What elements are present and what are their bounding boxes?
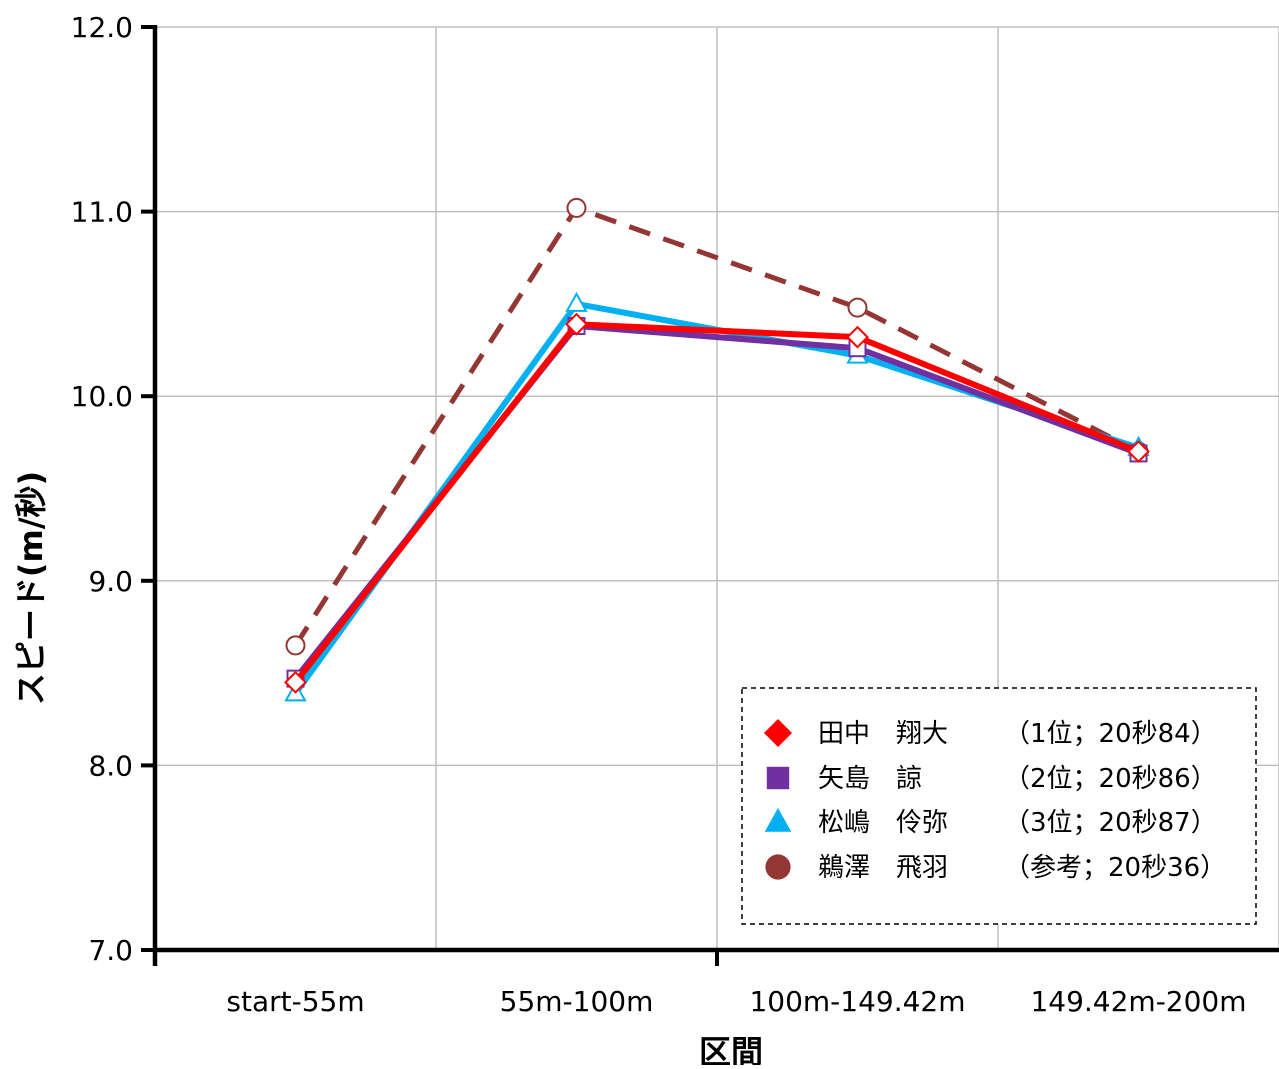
- data-point: [566, 197, 587, 218]
- legend-item: 鵜澤 飛羽 （参考；20秒36）: [765, 853, 1226, 883]
- legend-label: 松嶋 伶弥: [818, 808, 948, 838]
- y-tick-label: 8.0: [88, 749, 133, 782]
- data-point: [285, 635, 306, 656]
- data-point: [284, 670, 307, 694]
- x-tick-label: start-55m: [226, 985, 364, 1018]
- legend-label: 矢島 諒: [818, 764, 922, 794]
- y-tick-label: 9.0: [88, 565, 133, 598]
- data-point: [847, 297, 868, 318]
- y-tick-label: 10.0: [71, 380, 133, 413]
- series-line: [293, 321, 1140, 685]
- legend-note: （2位；20秒86）: [1004, 764, 1217, 794]
- data-point: [1127, 440, 1150, 463]
- y-tick-labels: 7.0 8.0 9.0 10.0 11.0 12.0: [71, 11, 133, 967]
- y-tick-label: 7.0: [88, 934, 133, 967]
- legend-item: 矢島 諒 （2位；20秒86）: [766, 764, 1217, 794]
- axes: [141, 25, 1279, 966]
- legend-item: 松嶋 伶弥 （3位；20秒87）: [764, 808, 1217, 838]
- y-tick-label: 12.0: [71, 11, 133, 44]
- legend-label: 鵜澤 飛羽: [818, 853, 948, 883]
- grid-lines: [155, 26, 1279, 950]
- y-axis-title: スピード(m/秒): [12, 471, 50, 705]
- data-point: [565, 312, 588, 336]
- legend-note: （3位；20秒87）: [1004, 808, 1217, 838]
- series-line: [293, 205, 1140, 647]
- data-point: [565, 291, 588, 312]
- x-axis-title: 区間: [699, 1033, 763, 1065]
- x-tick-labels: start-55m 55m-100m 100m-149.42m 149.42m-200…: [226, 985, 1246, 1018]
- legend-note: （1位；20秒84）: [1004, 719, 1217, 749]
- legend-label: 田中 翔大: [818, 719, 948, 749]
- data-point: [846, 325, 869, 349]
- series-layer: [284, 197, 1150, 702]
- legend-marker: [764, 719, 792, 747]
- legend-marker: [766, 766, 790, 790]
- x-tick-label: 55m-100m: [500, 985, 654, 1018]
- legend-marker: [765, 854, 791, 880]
- x-tick-label: 100m-149.42m: [749, 985, 965, 1018]
- legend: 田中 翔大 （1位；20秒84） 矢島 諒 （2位；20秒86） 松嶋 伶弥 （3位；20…: [741, 687, 1257, 925]
- x-tick-label: 149.42m-200m: [1030, 985, 1246, 1018]
- legend-note: （参考；20秒36）: [1004, 853, 1226, 883]
- legend-item: 田中 翔大 （1位；20秒84）: [764, 719, 1217, 749]
- series-1: [284, 312, 1150, 694]
- legend-box: [741, 687, 1257, 925]
- legend-marker: [764, 808, 792, 832]
- y-tick-label: 11.0: [71, 196, 133, 229]
